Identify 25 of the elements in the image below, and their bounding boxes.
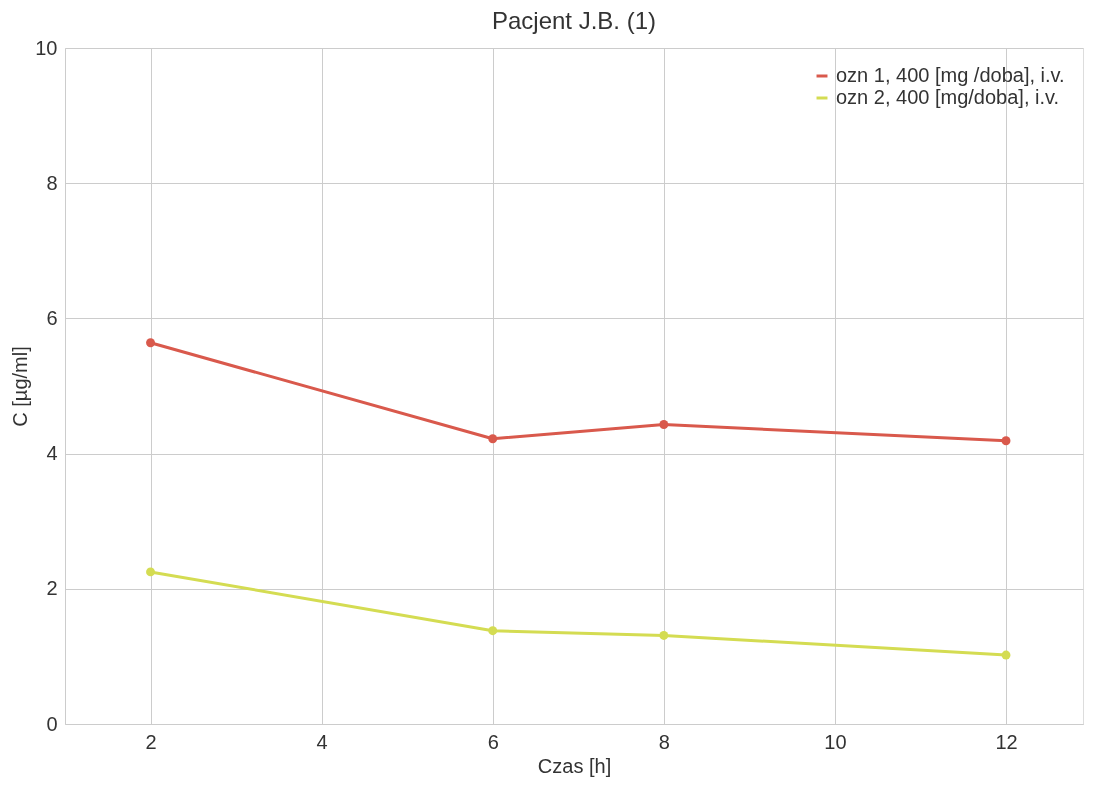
y-tick-label: 10 [35, 36, 58, 59]
point [1001, 650, 1011, 660]
y-tick-label: 8 [46, 171, 58, 194]
legend-label: ozn 1, 400 [mg /doba], i.v. [836, 64, 1065, 86]
y-tick-label: 6 [46, 306, 58, 329]
x-tick-label: 2 [145, 730, 157, 753]
x-axis-title: Czas [h] [537, 754, 612, 777]
point [659, 420, 669, 429]
x-tick-label: 10 [824, 730, 847, 753]
point [659, 630, 669, 640]
point [488, 626, 498, 636]
x-tick-label: 6 [487, 730, 499, 753]
y-tick-label: 2 [46, 577, 58, 600]
point [488, 434, 498, 444]
point [1001, 436, 1011, 446]
y-axis-title: C [µg/ml] [9, 346, 32, 427]
chart-title: Pacjent J.B. (1) [491, 7, 657, 34]
point [146, 338, 156, 348]
x-tick-label: 8 [658, 730, 670, 753]
y-tick-label: 4 [46, 442, 58, 465]
legend-label: ozn 2, 400 [mg/doba], i.v. [836, 86, 1060, 108]
x-tick-label: 12 [995, 730, 1018, 753]
y-tick-label: 0 [46, 712, 58, 735]
x-tick-label: 4 [316, 730, 328, 753]
point [146, 567, 156, 577]
